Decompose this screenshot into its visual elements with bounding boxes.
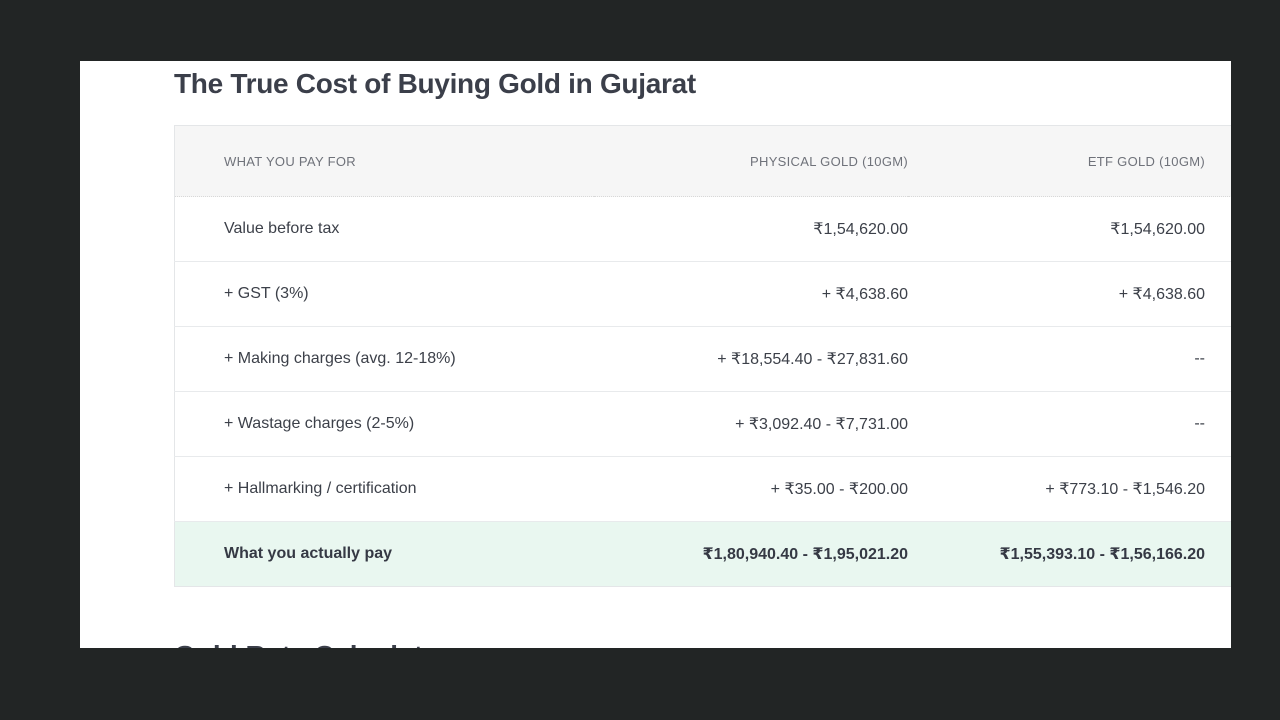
etf-gold-value: -- bbox=[1194, 415, 1205, 432]
table-row: + Making charges (avg. 12-18%) + ₹18,554… bbox=[174, 327, 1231, 392]
total-physical-gold-value: ₹1,80,940.40 - ₹1,95,021.20 bbox=[702, 546, 908, 563]
table-header-row: WHAT YOU PAY FOR PHYSICAL GOLD (10GM) ET… bbox=[174, 125, 1231, 197]
table-row: + Hallmarking / certification + ₹35.00 -… bbox=[174, 457, 1231, 522]
etf-gold-value: + ₹773.10 - ₹1,546.20 bbox=[1045, 481, 1205, 498]
page-content: The True Cost of Buying Gold in Gujarat … bbox=[80, 61, 1231, 648]
total-row: What you actually pay ₹1,80,940.40 - ₹1,… bbox=[174, 521, 1231, 587]
cost-comparison-table: WHAT YOU PAY FOR PHYSICAL GOLD (10GM) ET… bbox=[174, 125, 1231, 587]
row-label: + GST (3%) bbox=[224, 285, 309, 302]
row-label: + Wastage charges (2-5%) bbox=[224, 415, 415, 432]
row-label: Value before tax bbox=[224, 220, 340, 237]
row-label: + Hallmarking / certification bbox=[224, 480, 417, 497]
physical-gold-value: + ₹18,554.40 - ₹27,831.60 bbox=[717, 351, 908, 368]
row-label: + Making charges (avg. 12-18%) bbox=[224, 350, 456, 367]
column-header-what-you-pay-for: WHAT YOU PAY FOR bbox=[224, 153, 356, 169]
total-etf-gold-value: ₹1,55,393.10 - ₹1,56,166.20 bbox=[999, 546, 1205, 563]
table-row: Value before tax ₹1,54,620.00 ₹1,54,620.… bbox=[174, 197, 1231, 262]
column-header-physical-gold: PHYSICAL GOLD (10GM) bbox=[750, 153, 908, 169]
physical-gold-value: + ₹35.00 - ₹200.00 bbox=[770, 481, 908, 498]
page-title: The True Cost of Buying Gold in Gujarat bbox=[174, 68, 696, 99]
physical-gold-value: + ₹4,638.60 bbox=[821, 286, 908, 303]
next-section-heading: Gold Rate Calculator bbox=[174, 639, 451, 648]
etf-gold-value: + ₹4,638.60 bbox=[1118, 286, 1205, 303]
physical-gold-value: ₹1,54,620.00 bbox=[813, 221, 908, 238]
column-header-etf-gold: ETF GOLD (10GM) bbox=[1087, 153, 1205, 169]
table-row: + Wastage charges (2-5%) + ₹3,092.40 - ₹… bbox=[174, 392, 1231, 457]
table-row: + GST (3%) + ₹4,638.60 + ₹4,638.60 bbox=[174, 262, 1231, 327]
physical-gold-value: + ₹3,092.40 - ₹7,731.00 bbox=[735, 416, 908, 433]
etf-gold-value: -- bbox=[1194, 350, 1205, 367]
total-label: What you actually pay bbox=[224, 545, 393, 562]
etf-gold-value: ₹1,54,620.00 bbox=[1110, 221, 1205, 238]
